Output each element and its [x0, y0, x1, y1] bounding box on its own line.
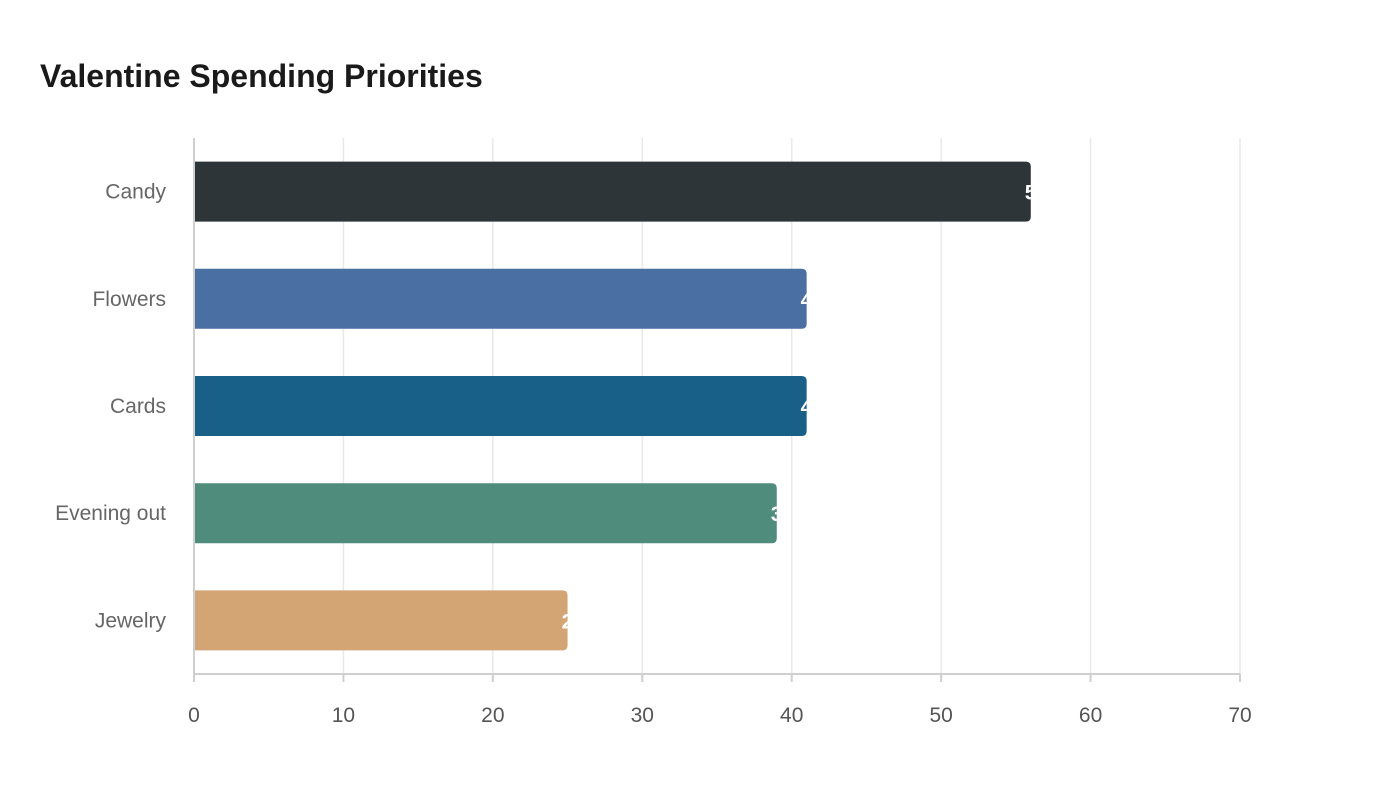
axes	[193, 138, 1241, 682]
category-label: Evening out	[55, 502, 166, 525]
bar-jewelry	[194, 590, 568, 651]
bar-flowers	[194, 268, 807, 329]
category-label: Cards	[110, 395, 166, 418]
labels: 0 10 20 30 40 50 60 70 Candy 56 Flowers 41 Cards 41 Ev…	[55, 181, 1252, 727]
category-label: Candy	[105, 181, 166, 204]
category-label: Jewelry	[95, 609, 167, 632]
bar-evening-out	[194, 483, 777, 544]
x-tick-label: 50	[929, 704, 952, 727]
chart-title: Valentine Spending Priorities	[40, 58, 483, 94]
bar-cards	[194, 376, 807, 436]
x-tick-label: 30	[631, 704, 654, 727]
x-tick-label: 60	[1079, 704, 1102, 727]
category-label: Flowers	[92, 288, 166, 311]
data-label: 41	[801, 289, 825, 312]
bar-candy	[194, 161, 1031, 222]
x-tick-label: 70	[1228, 704, 1251, 727]
data-label: 39	[771, 503, 794, 526]
x-tick-label: 10	[332, 704, 355, 727]
data-label: 25	[562, 610, 586, 633]
data-label: 41	[801, 396, 825, 419]
data-label: 56	[1025, 182, 1048, 205]
x-tick-label: 0	[188, 704, 200, 727]
x-tick-label: 20	[481, 704, 504, 727]
x-tick-label: 40	[780, 704, 803, 727]
bars	[194, 161, 1031, 651]
